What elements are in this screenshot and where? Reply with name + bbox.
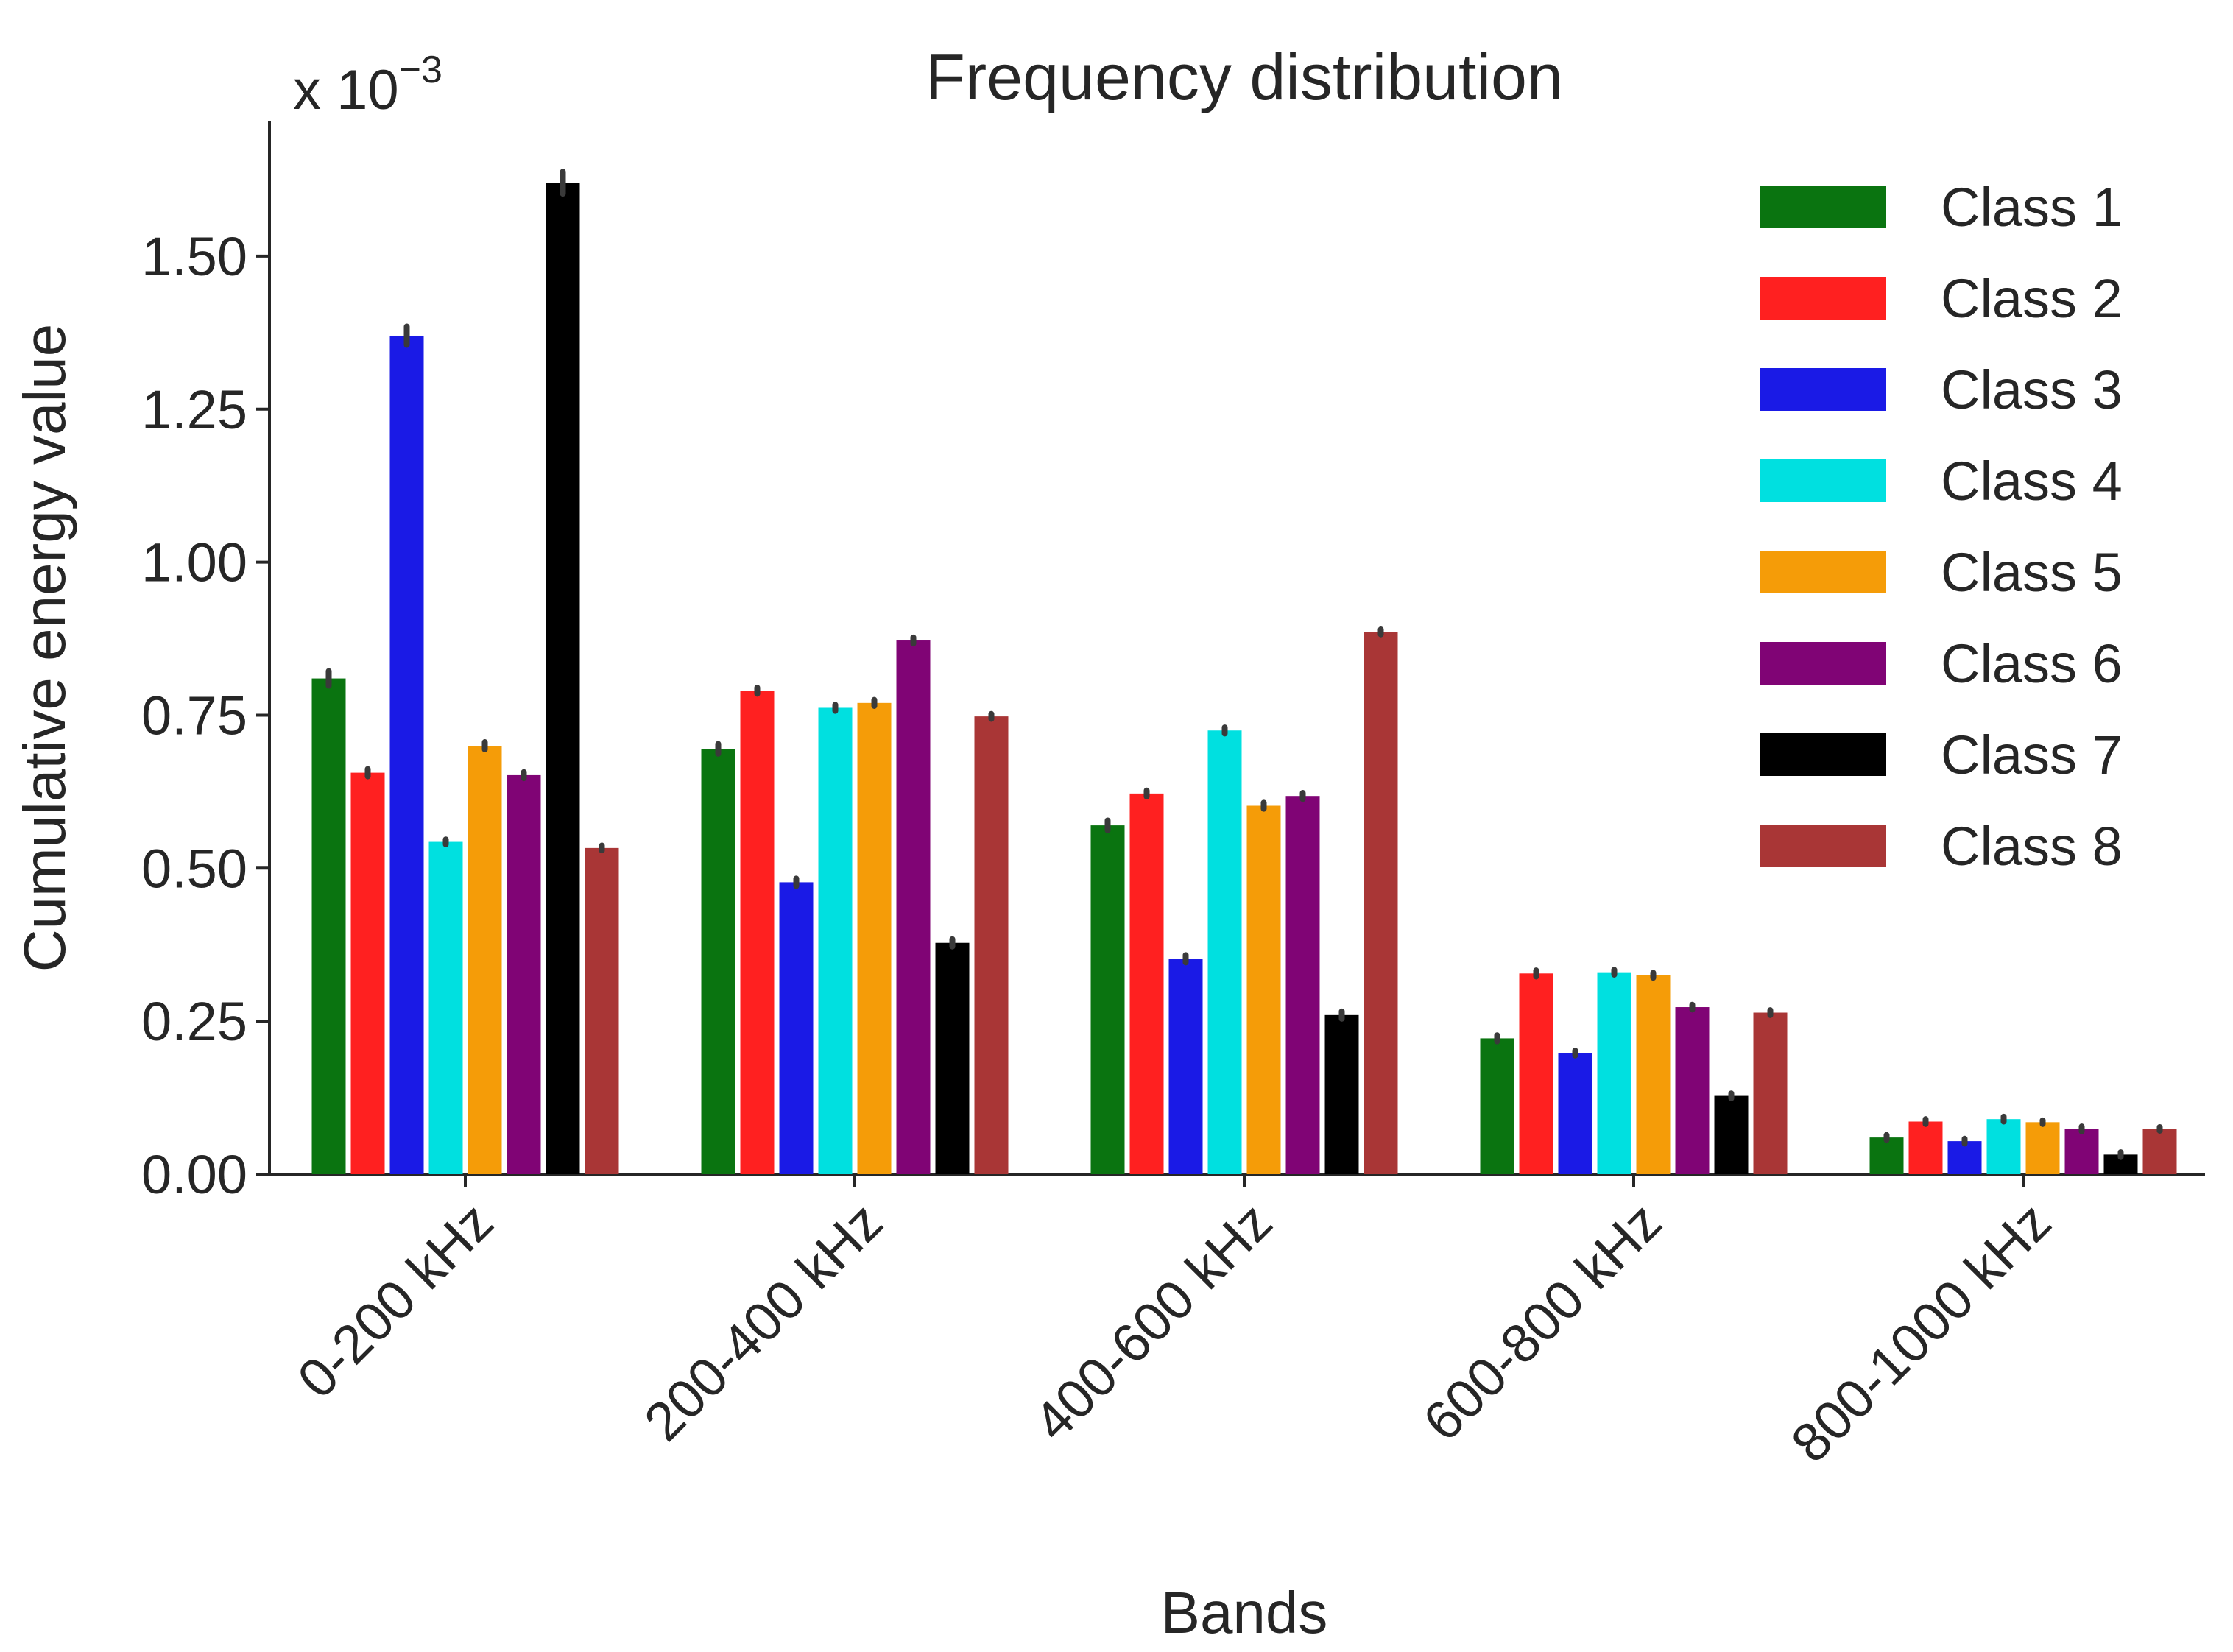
bar <box>740 691 775 1174</box>
y-axis-multiplier-exponent: −3 <box>399 49 442 91</box>
bar <box>974 716 1009 1174</box>
legend-swatch <box>1760 277 1886 320</box>
bar <box>507 774 541 1174</box>
chart-title: Frequency distribution <box>925 40 1563 113</box>
bar <box>1207 730 1242 1174</box>
bar <box>1519 973 1553 1174</box>
bar <box>1364 632 1398 1174</box>
bar <box>350 772 385 1174</box>
y-axis-multiplier: x 10−3 <box>293 49 442 121</box>
y-axis-multiplier-base: x 10 <box>293 59 399 121</box>
bar <box>1246 805 1281 1174</box>
x-axis-label: Bands <box>1161 1580 1328 1645</box>
bar <box>1714 1095 1749 1174</box>
legend-label: Class 7 <box>1941 724 2123 786</box>
x-tick-label: 200-400 kHz <box>632 1191 894 1452</box>
y-tick-label: 0.50 <box>141 838 247 899</box>
x-tick-label: 600-800 kHz <box>1411 1191 1673 1452</box>
legend-label: Class 4 <box>1941 451 2123 512</box>
bar <box>1324 1014 1359 1174</box>
y-tick-label: 0.75 <box>141 685 247 746</box>
legend-swatch <box>1760 642 1886 685</box>
bar <box>1597 972 1631 1174</box>
bar <box>1285 796 1320 1174</box>
bar <box>935 942 970 1174</box>
legend-label: Class 1 <box>1941 177 2123 238</box>
bar <box>1753 1012 1788 1174</box>
legend-item: Class 1 <box>1760 177 2123 238</box>
bar <box>896 640 931 1174</box>
y-tick-label: 0.25 <box>141 991 247 1052</box>
bar <box>2025 1122 2060 1174</box>
bar <box>2142 1129 2177 1174</box>
legend-label: Class 3 <box>1941 359 2123 420</box>
bar <box>1558 1053 1592 1174</box>
bar <box>428 841 463 1174</box>
x-tick-label: 400-600 kHz <box>1022 1191 1283 1452</box>
legend-label: Class 5 <box>1941 542 2123 603</box>
bar <box>1986 1119 2021 1174</box>
bar <box>389 335 424 1174</box>
y-tick-label: 0.00 <box>141 1144 247 1205</box>
bar <box>1869 1137 1904 1174</box>
legend-swatch <box>1760 186 1886 228</box>
legend-label: Class 2 <box>1941 268 2123 329</box>
bars <box>311 183 2177 1175</box>
bar <box>701 749 735 1174</box>
y-tick-label: 1.00 <box>141 532 247 593</box>
legend-swatch <box>1760 551 1886 593</box>
bar <box>546 183 580 1175</box>
y-tick-label: 1.25 <box>141 379 247 440</box>
bar <box>1675 1007 1710 1174</box>
legend-item: Class 6 <box>1760 633 2123 694</box>
axes: 0.00 0.25 0.50 0.75 1.00 1.25 1.50 0-200 kHz 200… <box>141 121 2205 1474</box>
x-tick-label: 800-1000 kHz <box>1779 1191 2062 1474</box>
bar <box>779 882 814 1174</box>
bar <box>468 746 502 1174</box>
bar <box>1908 1121 1943 1174</box>
legend-item: Class 8 <box>1760 816 2123 877</box>
bar <box>585 847 619 1174</box>
bar <box>1090 825 1125 1174</box>
legend-label: Class 6 <box>1941 633 2123 694</box>
bar <box>2064 1129 2099 1174</box>
error-bars <box>325 169 2163 1160</box>
legend-item: Class 4 <box>1760 451 2123 512</box>
y-axis-label: Cumulative energy value <box>12 324 77 972</box>
legend-swatch <box>1760 825 1886 867</box>
y-tick-label: 1.50 <box>141 226 247 287</box>
legend: Class 1 Class 2 Class 3 Class 4 Class 5 Class… <box>1760 177 2123 877</box>
legend-swatch <box>1760 459 1886 502</box>
legend-label: Class 8 <box>1941 816 2123 877</box>
x-tick-label: 0-200 kHz <box>286 1191 504 1410</box>
bar <box>1480 1038 1514 1174</box>
bar <box>818 707 853 1174</box>
bar <box>311 678 346 1174</box>
bar <box>1129 793 1164 1174</box>
legend-swatch <box>1760 733 1886 776</box>
bar <box>857 702 892 1174</box>
bar <box>1636 975 1671 1174</box>
legend-item: Class 2 <box>1760 268 2123 329</box>
legend-item: Class 7 <box>1760 724 2123 786</box>
bar <box>1168 959 1203 1174</box>
legend-item: Class 3 <box>1760 359 2123 420</box>
legend-item: Class 5 <box>1760 542 2123 603</box>
bar <box>1947 1141 1982 1174</box>
legend-swatch <box>1760 368 1886 411</box>
